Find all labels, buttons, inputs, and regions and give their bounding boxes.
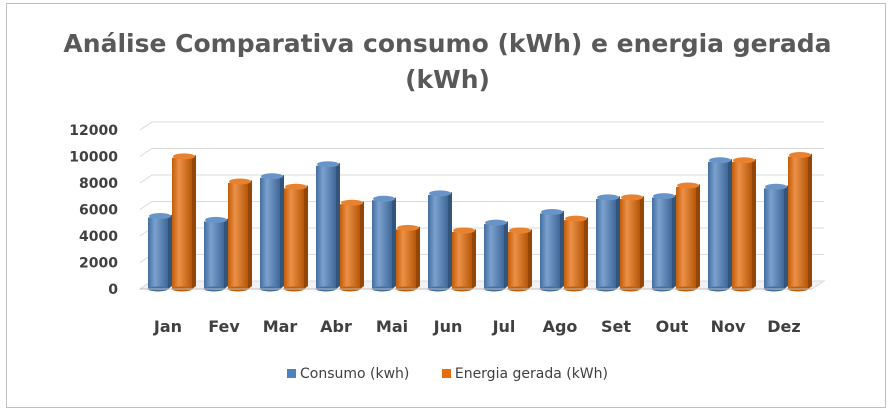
x-tick-label: Mar (263, 317, 298, 336)
x-tick-label: Jan (153, 317, 182, 336)
bar-consumo (372, 195, 396, 292)
bar-consumo (708, 157, 732, 292)
legend-label-energia: Energia gerada (kWh) (454, 366, 608, 382)
y-tick-label: 6000 (79, 203, 118, 219)
bar-energia (564, 215, 588, 292)
x-axis: Jan Fev Mar Abr Mai Jun Jul Ago Set Out Nov Dez (140, 288, 812, 336)
bar-energia (284, 183, 308, 292)
x-tick-label: Dez (767, 317, 800, 336)
bar-energia (676, 182, 700, 292)
legend-swatch-energia (441, 369, 451, 378)
bar-consumo (260, 173, 284, 292)
y-tick-label: 10000 (69, 150, 118, 166)
x-tick-label: Out (656, 317, 689, 336)
bar-consumo (652, 193, 676, 292)
chart-title-line1: Análise Comparativa consumo (kWh) e ener… (63, 29, 832, 58)
bar-energia (620, 194, 644, 292)
x-tick-label: Jun (433, 317, 463, 336)
bar-consumo (540, 208, 564, 292)
bar-consumo (596, 194, 620, 292)
x-tick-label: Mai (376, 317, 408, 336)
x-tick-label: Abr (320, 317, 352, 336)
bar-energia (340, 199, 364, 292)
x-tick-label: Fev (208, 317, 240, 336)
legend-label-consumo: Consumo (kwh) (300, 366, 410, 382)
gridline (139, 148, 824, 157)
legend: Consumo (kwh) Energia gerada (kWh) (0, 366, 895, 382)
bar-consumo (764, 183, 788, 292)
bar-energia (508, 227, 532, 292)
bars (148, 152, 812, 292)
y-tick-label: 0 (108, 282, 118, 298)
bar-energia (228, 178, 252, 292)
bar-energia (172, 153, 196, 292)
bar-consumo (484, 219, 508, 292)
chart-title: Análise Comparativa consumo (kWh) e ener… (0, 26, 895, 98)
y-tick-label: 4000 (79, 229, 118, 245)
bar-energia (396, 224, 420, 292)
y-tick-label: 2000 (79, 256, 118, 272)
x-tick-label: Jul (492, 317, 516, 336)
x-tick-label: Nov (711, 317, 746, 336)
y-axis: 0 2000 4000 6000 8000 10000 12000 (69, 123, 118, 298)
bar-consumo (428, 190, 452, 292)
legend-item-energia: Energia gerada (kWh) (441, 366, 608, 382)
legend-swatch-consumo (287, 369, 296, 378)
x-tick-label: Set (601, 317, 631, 336)
y-tick-label: 12000 (69, 123, 118, 139)
gridline (139, 174, 824, 184)
y-tick-label: 8000 (79, 176, 118, 192)
bar-consumo (148, 212, 172, 292)
bar-energia (452, 227, 476, 292)
legend-item-consumo: Consumo (kwh) (287, 366, 409, 382)
chart-title-line2: (kWh) (405, 65, 490, 94)
gridline (139, 121, 824, 131)
bar-energia (732, 157, 756, 292)
bar-consumo (316, 161, 340, 292)
bar-consumo (204, 216, 228, 292)
bar-energia (788, 152, 812, 292)
x-tick-label: Ago (543, 317, 578, 336)
